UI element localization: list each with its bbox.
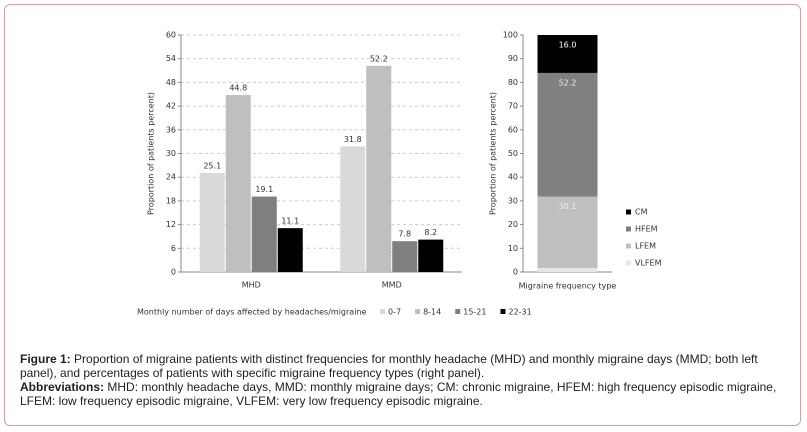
y-tick-label: 50 xyxy=(508,149,518,158)
y-axis-title: Proportion of patients percent) xyxy=(147,92,156,215)
bar xyxy=(392,241,418,272)
y-tick-label: 36 xyxy=(166,125,176,134)
legend-label: 22-31 xyxy=(508,308,531,317)
y-tick-label: 18 xyxy=(166,196,176,205)
legend-swatch xyxy=(626,209,631,215)
value-label: 19.1 xyxy=(255,185,273,194)
bar xyxy=(366,65,392,272)
charts: 0 6 12 18 24 30 36 42 48 54 60 Proportion of patien… xyxy=(137,31,662,317)
legend-label: 8-14 xyxy=(423,308,441,317)
y-tick-label: 54 xyxy=(166,54,176,63)
caption: Figure 1: Proportion of migraine patient… xyxy=(20,352,790,408)
abbrev-label: Abbreviations: xyxy=(20,380,105,394)
legend-swatch xyxy=(500,309,506,314)
legend-label: VLFEM xyxy=(635,259,662,268)
legend-swatch xyxy=(626,260,631,266)
y-tick-label: 0 xyxy=(171,268,176,277)
legend-label: LFEM xyxy=(635,242,656,251)
legend-swatch xyxy=(455,309,461,314)
y-axis-title: Proportion of patients percent) xyxy=(489,92,498,215)
bar-segment xyxy=(537,267,598,272)
value-label: 16.0 xyxy=(559,41,577,50)
y-tick-label: 10 xyxy=(508,244,518,253)
y-tick-label: 30 xyxy=(508,196,518,205)
y-tick-label: 70 xyxy=(508,102,518,111)
value-label: 7.8 xyxy=(398,230,411,239)
y-tick-label: 90 xyxy=(508,54,518,63)
y-tick-label: 20 xyxy=(508,220,518,229)
legend-swatch xyxy=(626,243,631,249)
value-label: 52.2 xyxy=(559,78,577,87)
x-axis-title: Migraine frequency type xyxy=(519,282,617,291)
bar xyxy=(277,228,303,272)
value-label: 8.2 xyxy=(424,228,437,237)
bar-segment xyxy=(537,72,598,197)
legend-swatch xyxy=(415,309,421,314)
legend-label: 0-7 xyxy=(388,308,401,317)
bar-segment xyxy=(537,35,598,73)
figure-frame xyxy=(4,4,801,426)
legend-swatch xyxy=(626,226,631,232)
x-tick-label: MMD xyxy=(382,281,402,290)
legend-label: HFEM xyxy=(635,225,658,234)
y-tick-label: 24 xyxy=(166,173,176,182)
abbrev-text: MHD: monthly headache days, MMD: monthly… xyxy=(20,380,777,408)
bar xyxy=(251,196,277,272)
caption-abbrev: Abbreviations: MHD: monthly headache day… xyxy=(20,380,790,408)
figure-label: Figure 1: xyxy=(20,352,71,366)
y-tick-label: 60 xyxy=(166,31,176,40)
bar-segment xyxy=(537,196,598,268)
value-label: 25.1 xyxy=(203,161,221,170)
y-tick-label: 40 xyxy=(508,173,518,182)
value-label: 52.2 xyxy=(370,54,388,63)
bar xyxy=(418,239,444,272)
y-tick-label: 48 xyxy=(166,78,176,87)
x-tick-label: MHD xyxy=(242,281,261,290)
bar xyxy=(225,95,251,272)
x-axis-title: Monthly number of days affected by heada… xyxy=(137,308,366,317)
y-tick-label: 30 xyxy=(166,149,176,158)
figure-text: Proportion of migraine patients with dis… xyxy=(20,352,758,380)
y-tick-label: 6 xyxy=(171,244,176,253)
legend-swatch xyxy=(380,309,385,314)
y-tick-label: 100 xyxy=(503,31,518,40)
caption-figure: Figure 1: Proportion of migraine patient… xyxy=(20,352,790,380)
legend-label: 15-21 xyxy=(463,308,486,317)
y-tick-label: 80 xyxy=(508,78,518,87)
y-tick-label: 60 xyxy=(508,125,518,134)
bar xyxy=(199,172,225,272)
value-label: 44.8 xyxy=(229,84,247,93)
y-tick-label: 0 xyxy=(513,268,518,277)
legend-label: CM xyxy=(635,208,648,217)
value-label: 11.1 xyxy=(281,217,299,226)
y-tick-label: 12 xyxy=(166,220,176,229)
bar xyxy=(340,146,366,272)
y-tick-label: 42 xyxy=(166,102,176,111)
value-label: 30.1 xyxy=(559,202,577,211)
value-label: 31.8 xyxy=(344,135,362,144)
